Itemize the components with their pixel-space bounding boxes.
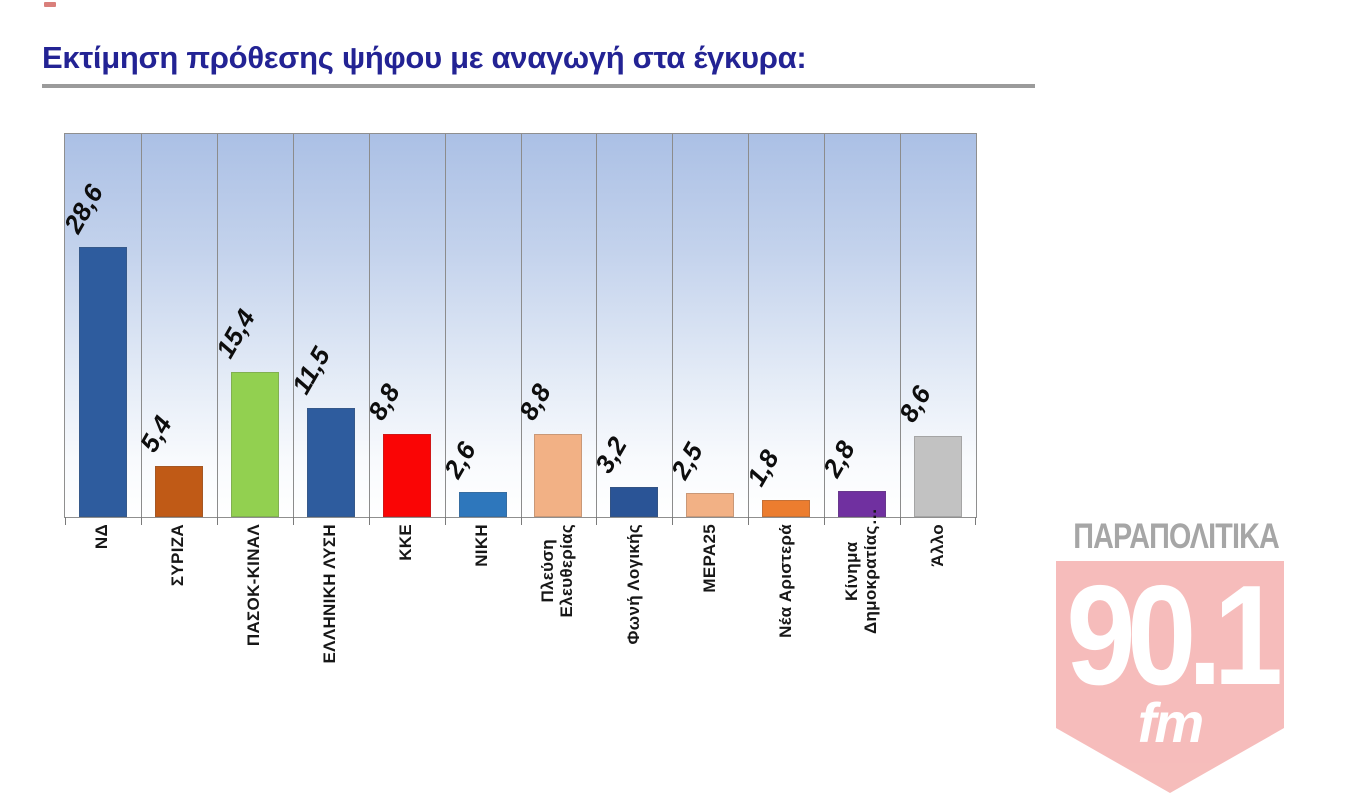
axis-tick — [672, 517, 673, 525]
chart-title: Εκτίμηση πρόθεσης ψήφου με αναγωγή στα έ… — [42, 40, 807, 75]
category-cell: ΠΑΣΟΚ-ΚΙΝΑΛ — [216, 524, 292, 709]
axis-tick — [748, 517, 749, 525]
category-label: ΝΙΚΗ — [472, 524, 492, 567]
axis-tick — [141, 517, 142, 525]
axis-tick — [65, 517, 66, 525]
bar-10 — [762, 500, 810, 517]
bar-1 — [79, 247, 127, 517]
gridline — [672, 134, 673, 517]
fm-label: fm — [1137, 690, 1204, 754]
axis-tick — [293, 517, 294, 525]
gridline — [445, 134, 446, 517]
axis-tick — [824, 517, 825, 525]
title-underline — [42, 84, 1035, 88]
category-cell: Φωνή Λογικής — [595, 524, 671, 709]
gridline — [748, 134, 749, 517]
category-cell: ΕΛΛΗΝΙΚΗ ΛΥΣΗ — [292, 524, 368, 709]
category-cell: ΚΚΕ — [368, 524, 444, 709]
category-label: Κίνημα Δημοκρατίας… — [842, 508, 881, 635]
bar-6 — [459, 492, 507, 517]
category-label: ΠΑΣΟΚ-ΚΙΝΑΛ — [244, 524, 264, 647]
axis-tick — [596, 517, 597, 525]
bar-2 — [155, 466, 203, 517]
gridline — [369, 134, 370, 517]
gridline — [217, 134, 218, 517]
axis-tick — [975, 517, 976, 525]
category-cell: ΣΥΡΙΖΑ — [140, 524, 216, 709]
axis-tick — [521, 517, 522, 525]
radio-station-watermark: ΠΑΡΑΠΟΛΙΤΙΚΑ 90.1 fm — [1052, 517, 1288, 793]
axis-tick — [217, 517, 218, 525]
axis-tick — [445, 517, 446, 525]
gridline — [141, 134, 142, 517]
corner-red-artifact — [44, 2, 56, 7]
category-label: Πλεύση Ελευθερίας — [538, 524, 577, 618]
category-label: ΝΔ — [92, 524, 112, 550]
bar-5 — [383, 434, 431, 517]
bar-value-label: 11,5 — [285, 341, 337, 399]
gridline — [521, 134, 522, 517]
frequency-number: 90.1 — [1065, 556, 1283, 715]
bar-12 — [914, 436, 962, 517]
category-cell: ΝΔ — [64, 524, 140, 709]
axis-tick — [369, 517, 370, 525]
category-axis-labels: ΝΔ ΣΥΡΙΖΑ ΠΑΣΟΚ-ΚΙΝΑΛ ΕΛΛΗΝΙΚΗ ΛΥΣΗ ΚΚΕ ΝΙΚΗ Π… — [64, 508, 975, 714]
category-cell: Πλεύση Ελευθερίας — [520, 524, 596, 709]
category-cell: ΜΕΡΑ25 — [671, 524, 747, 709]
plot-area: 28,6 5,4 15,4 11,5 8,8 2,6 8,8 3,2 2,5 1,8 2,8 8,6 — [58, 133, 977, 525]
gridline — [293, 134, 294, 517]
category-label: Άλλο — [927, 524, 947, 567]
axis-tick — [900, 517, 901, 525]
bar-value-label: 28,6 — [57, 179, 110, 238]
category-label: ΕΛΛΗΝΙΚΗ ΛΥΣΗ — [320, 524, 340, 664]
category-label: ΜΕΡΑ25 — [699, 524, 719, 593]
category-cell: Κίνημα Δημοκρατίας… — [823, 508, 899, 693]
brand-wordmark: ΠΑΡΑΠΟΛΙΤΙΚΑ — [1073, 517, 1280, 556]
gridline — [900, 134, 901, 517]
category-cell: ΝΙΚΗ — [444, 524, 520, 709]
bar-7 — [534, 434, 582, 517]
gridline — [596, 134, 597, 517]
category-label: ΣΥΡΙΖΑ — [168, 524, 188, 587]
bar-8 — [610, 487, 658, 517]
category-cell: Νέα Αριστερά — [747, 524, 823, 709]
gridline — [824, 134, 825, 517]
bar-11 — [838, 491, 886, 517]
category-label: Φωνή Λογικής — [623, 524, 643, 645]
bar-9 — [686, 493, 734, 517]
frequency-badge: 90.1 fm — [1056, 561, 1284, 793]
bar-4 — [307, 408, 355, 517]
category-cell: Άλλο — [899, 524, 975, 709]
bar-value-label: 15,4 — [209, 304, 262, 363]
category-label: Νέα Αριστερά — [775, 524, 795, 638]
category-label: ΚΚΕ — [396, 524, 416, 561]
bar-3 — [231, 372, 279, 517]
